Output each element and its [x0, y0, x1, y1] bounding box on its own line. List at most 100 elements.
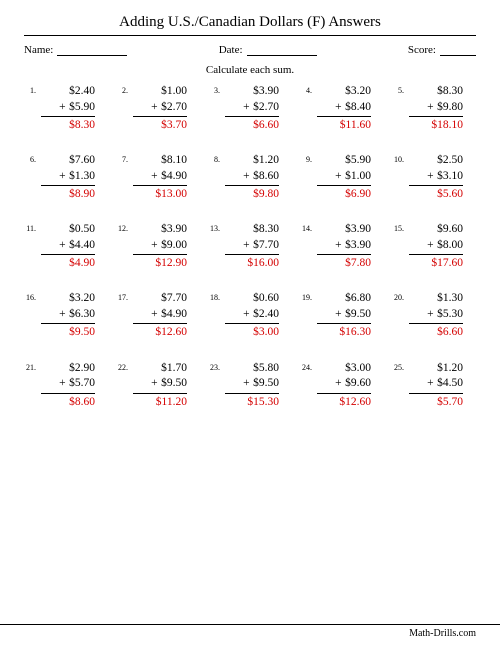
problem-number: 15. [392, 222, 404, 233]
problem-stack: $0.50+$4.40$4.90 [41, 222, 95, 271]
instruction: Calculate each sum. [24, 64, 476, 76]
problem-stack: $1.00+$2.70$3.70 [133, 84, 187, 133]
addend-2-row: +$7.70 [225, 238, 279, 254]
addend-2-row: +$4.90 [133, 307, 187, 323]
problem-stack: $0.60+$2.40$3.00 [225, 291, 279, 340]
addend-1: $3.20 [41, 291, 95, 307]
addend-2-row: +$9.50 [133, 376, 187, 392]
addend-1: $8.30 [409, 84, 463, 100]
addend-2: $5.30 [437, 308, 463, 320]
date-line [247, 45, 317, 56]
name-line [57, 45, 127, 56]
problem-number: 4. [300, 84, 312, 95]
addend-1: $0.60 [225, 291, 279, 307]
footer: Math-Drills.com [0, 624, 500, 639]
plus-sign: + [59, 307, 69, 323]
answer: $11.20 [133, 394, 187, 410]
problem: 18. $0.60+$2.40$3.00 [208, 291, 292, 340]
plus-sign: + [151, 307, 161, 323]
addend-2: $9.00 [161, 239, 187, 251]
problem-number: 1. [24, 84, 36, 95]
problem-number: 25. [392, 361, 404, 372]
problem-stack: $5.80+$9.50$15.30 [225, 361, 279, 410]
addend-1: $1.30 [409, 291, 463, 307]
answer: $12.60 [133, 324, 187, 340]
plus-sign: + [243, 238, 253, 254]
addend-2-row: +$8.00 [409, 238, 463, 254]
addend-2-row: +$4.90 [133, 169, 187, 185]
title-rule [24, 35, 476, 36]
answer: $9.80 [225, 186, 279, 202]
addend-2: $4.40 [69, 239, 95, 251]
answer: $8.60 [41, 394, 95, 410]
plus-sign: + [151, 169, 161, 185]
date-label: Date: [219, 44, 243, 56]
addend-1: $2.50 [409, 153, 463, 169]
problem-stack: $6.80+$9.50$16.30 [317, 291, 371, 340]
addend-2-row: +$9.60 [317, 376, 371, 392]
problem-stack: $2.90+$5.70$8.60 [41, 361, 95, 410]
problem: 20. $1.30+$5.30 $6.60 [392, 291, 476, 340]
problem-stack: $2.50+$3.10$5.60 [409, 153, 463, 202]
plus-sign: + [335, 307, 345, 323]
addend-2: $5.90 [69, 101, 95, 113]
addend-2: $9.50 [253, 377, 279, 389]
addend-1: $5.80 [225, 361, 279, 377]
addend-2: $8.40 [345, 101, 371, 113]
addend-2-row: +$9.00 [133, 238, 187, 254]
plus-sign: + [427, 307, 437, 323]
problem: 5.$8.30+$9.80$18.10 [392, 84, 476, 133]
addend-2: $9.50 [345, 308, 371, 320]
plus-sign: + [427, 100, 437, 116]
problem: 16.$3.20+$6.30$9.50 [24, 291, 108, 340]
addend-2-row: +$4.50 [409, 376, 463, 392]
answer: $9.50 [41, 324, 95, 340]
answer: $12.60 [317, 394, 371, 410]
score-line [440, 45, 476, 56]
plus-sign: + [243, 100, 253, 116]
problem-number: 13. [208, 222, 220, 233]
problem-number: 2. [116, 84, 128, 95]
addend-2: $7.70 [253, 239, 279, 251]
addend-2: $8.00 [437, 239, 463, 251]
answer: $6.90 [317, 186, 371, 202]
plus-sign: + [243, 307, 253, 323]
addend-2: $9.80 [437, 101, 463, 113]
problem-number: 24. [300, 361, 312, 372]
addend-2-row: +$4.40 [41, 238, 95, 254]
plus-sign: + [335, 376, 345, 392]
addend-2: $1.00 [345, 170, 371, 182]
problem-stack: $8.30+$7.70$16.00 [225, 222, 279, 271]
problem: 14.$3.90+$3.90$7.80 [300, 222, 384, 271]
plus-sign: + [151, 100, 161, 116]
plus-sign: + [59, 100, 69, 116]
worksheet-page: Adding U.S./Canadian Dollars (F) Answers… [0, 0, 500, 647]
addend-2: $1.30 [69, 170, 95, 182]
addend-2: $2.70 [253, 101, 279, 113]
problem-number: 20. [392, 291, 404, 302]
addend-1: $8.30 [225, 222, 279, 238]
addend-2-row: +$1.00 [317, 169, 371, 185]
problem-stack: $1.20+$4.50$5.70 [409, 361, 463, 410]
addend-1: $3.90 [317, 222, 371, 238]
problem-stack: $3.90+$9.00$12.90 [133, 222, 187, 271]
answer: $8.30 [41, 117, 95, 133]
answer: $6.60 [409, 324, 463, 340]
problem: 24. $3.00+$9.60 $12.60 [300, 361, 384, 410]
addend-2: $4.50 [437, 377, 463, 389]
answer: $15.30 [225, 394, 279, 410]
problem: 3.$3.90+$2.70$6.60 [208, 84, 292, 133]
plus-sign: + [59, 376, 69, 392]
problem: 10.$2.50+$3.10$5.60 [392, 153, 476, 202]
page-title: Adding U.S./Canadian Dollars (F) Answers [24, 14, 476, 31]
problem: 6.$7.60+$1.30$8.90 [24, 153, 108, 202]
problem: 13. $8.30+$7.70$16.00 [208, 222, 292, 271]
addend-2-row: +$3.10 [409, 169, 463, 185]
addend-2: $3.10 [437, 170, 463, 182]
addend-2: $2.40 [253, 308, 279, 320]
problem-number: 18. [208, 291, 220, 302]
addend-1: $3.00 [317, 361, 371, 377]
plus-sign: + [59, 169, 69, 185]
problem: 23.$5.80+$9.50$15.30 [208, 361, 292, 410]
addend-1: $0.50 [41, 222, 95, 238]
